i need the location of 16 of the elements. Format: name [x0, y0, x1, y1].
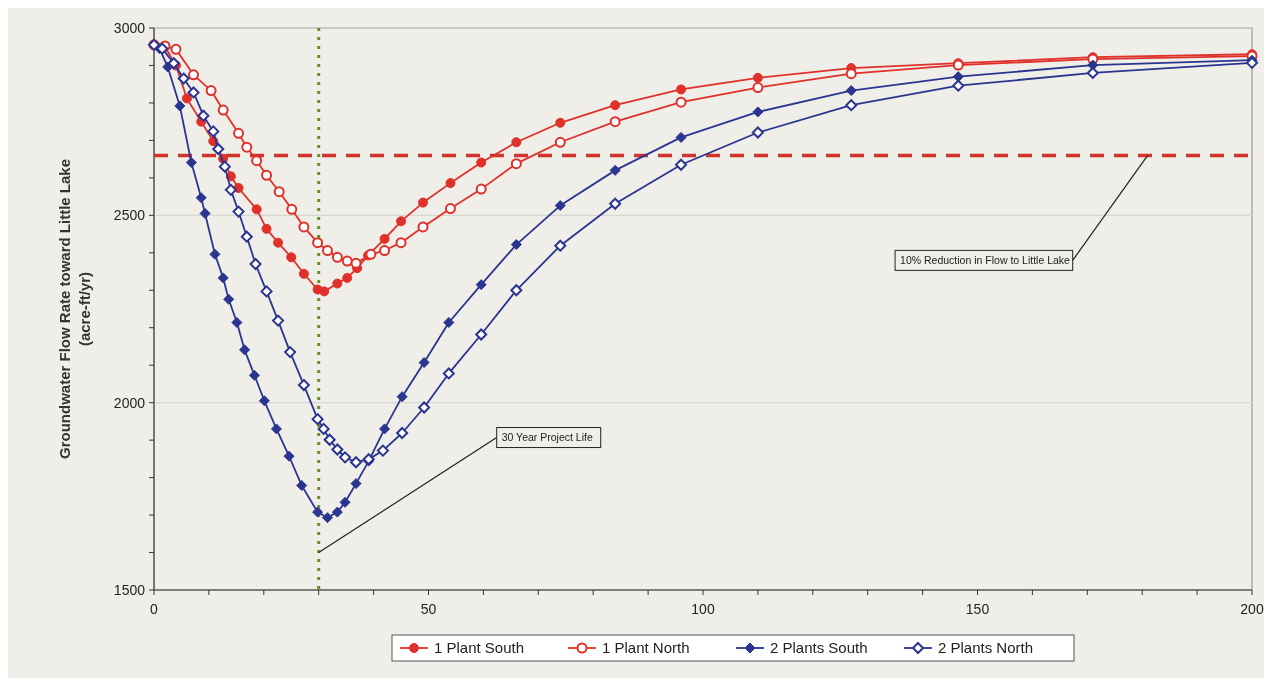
x-tick-label: 0: [150, 601, 159, 617]
legend-label: 1 Plant South: [434, 639, 525, 657]
y-tick-label: 2000: [113, 394, 146, 411]
y-tick-label: 1500: [113, 581, 146, 598]
x-tick-label: 200: [1240, 601, 1264, 617]
x-tick-label: 150: [965, 601, 990, 617]
y-tick-label: 3000: [113, 19, 146, 36]
legend-label: 2 Plants South: [770, 639, 868, 657]
annotation: 10% Reduction in Flow to Little Lake: [900, 254, 1071, 267]
legend-label: 2 Plants North: [938, 639, 1034, 657]
y-axis-title: Groundwater Flow Rate toward Little Lake (acre-ft/yr): [56, 158, 93, 460]
annotation: 30 Year Project Life: [501, 431, 593, 444]
x-tick-label: 100: [691, 601, 715, 617]
legend-label: 1 Plant North: [602, 639, 690, 657]
y-tick-label: 2500: [113, 207, 146, 224]
x-tick-label: 50: [420, 601, 437, 617]
